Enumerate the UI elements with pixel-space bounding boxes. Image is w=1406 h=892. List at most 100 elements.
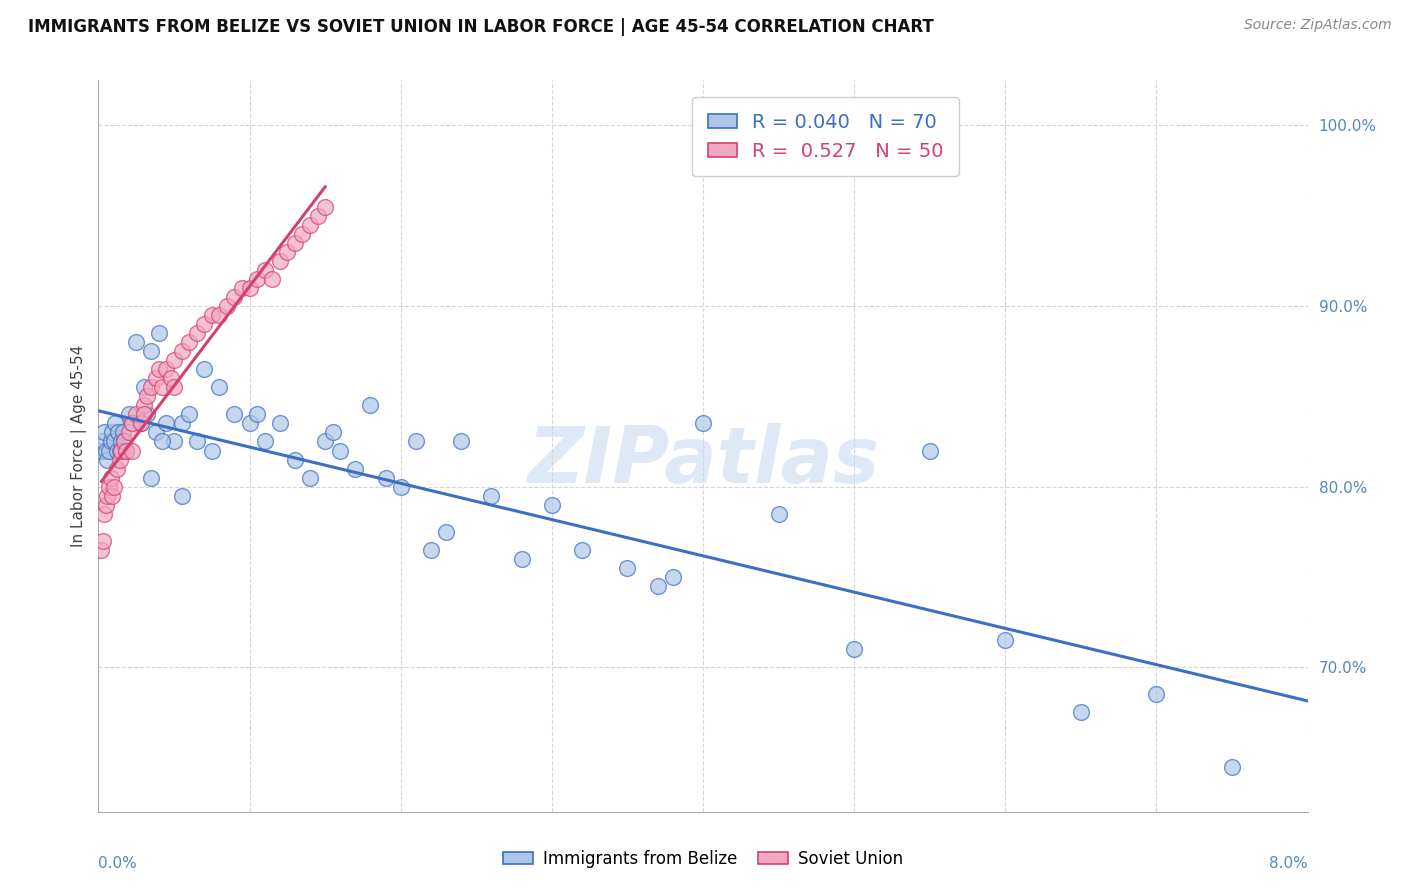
Point	[253, 263, 276, 277]
Point	[540, 498, 562, 512]
Point	[148, 326, 170, 340]
Point	[291, 227, 314, 241]
Point	[253, 434, 276, 449]
Point	[360, 398, 382, 412]
Point	[98, 443, 121, 458]
Point	[100, 470, 122, 484]
Point	[101, 425, 124, 440]
Point	[314, 200, 336, 214]
Point	[284, 235, 307, 250]
Point	[94, 443, 117, 458]
Point	[299, 218, 322, 232]
Point	[1070, 706, 1092, 720]
Point	[141, 344, 163, 359]
Point	[103, 434, 125, 449]
Point	[93, 507, 115, 521]
Point	[135, 408, 157, 422]
Point	[118, 425, 141, 440]
Point	[111, 425, 134, 440]
Point	[141, 470, 163, 484]
Point	[179, 408, 201, 422]
Point	[150, 434, 173, 449]
Point	[163, 434, 186, 449]
Point	[129, 417, 152, 431]
Legend: R = 0.040   N = 70, R =  0.527   N = 50: R = 0.040 N = 70, R = 0.527 N = 50	[692, 97, 959, 176]
Point	[170, 417, 193, 431]
Point	[101, 489, 124, 503]
Point	[201, 308, 224, 322]
Point	[121, 443, 143, 458]
Point	[141, 380, 163, 394]
Point	[155, 417, 177, 431]
Point	[193, 317, 215, 331]
Point	[571, 542, 593, 557]
Point	[121, 417, 143, 431]
Y-axis label: In Labor Force | Age 45-54: In Labor Force | Age 45-54	[72, 345, 87, 547]
Point	[239, 281, 262, 295]
Legend: Immigrants from Belize, Soviet Union: Immigrants from Belize, Soviet Union	[496, 844, 910, 875]
Point	[170, 344, 193, 359]
Point	[155, 362, 177, 376]
Point	[186, 434, 208, 449]
Point	[420, 542, 443, 557]
Point	[135, 389, 157, 403]
Point	[132, 398, 155, 412]
Point	[224, 290, 246, 304]
Point	[647, 579, 669, 593]
Point	[104, 417, 127, 431]
Point	[299, 470, 322, 484]
Point	[110, 434, 132, 449]
Point	[329, 443, 352, 458]
Text: IMMIGRANTS FROM BELIZE VS SOVIET UNION IN LABOR FORCE | AGE 45-54 CORRELATION CH: IMMIGRANTS FROM BELIZE VS SOVIET UNION I…	[28, 18, 934, 36]
Point	[103, 480, 125, 494]
Point	[246, 272, 269, 286]
Point	[510, 552, 533, 566]
Point	[108, 452, 131, 467]
Point	[145, 425, 167, 440]
Point	[246, 408, 269, 422]
Point	[405, 434, 427, 449]
Point	[239, 417, 262, 431]
Point	[450, 434, 472, 449]
Point	[322, 425, 344, 440]
Point	[114, 443, 136, 458]
Point	[269, 417, 291, 431]
Point	[481, 489, 503, 503]
Point	[186, 326, 208, 340]
Point	[284, 452, 307, 467]
Point	[90, 443, 112, 458]
Point	[661, 570, 683, 584]
Text: 8.0%: 8.0%	[1268, 855, 1308, 871]
Point	[179, 335, 201, 350]
Point	[132, 380, 155, 394]
Point	[374, 470, 396, 484]
Point	[112, 434, 135, 449]
Point	[1220, 759, 1243, 773]
Point	[844, 642, 866, 657]
Point	[91, 533, 114, 548]
Point	[107, 425, 129, 440]
Point	[121, 417, 143, 431]
Point	[1146, 687, 1168, 701]
Point	[96, 489, 118, 503]
Point	[90, 542, 112, 557]
Point	[94, 498, 117, 512]
Point	[314, 434, 336, 449]
Point	[231, 281, 253, 295]
Point	[170, 489, 193, 503]
Point	[145, 371, 167, 385]
Point	[201, 443, 224, 458]
Point	[276, 244, 298, 259]
Point	[148, 362, 170, 376]
Point	[994, 633, 1017, 648]
Point	[98, 480, 121, 494]
Point	[105, 461, 128, 475]
Point	[768, 507, 790, 521]
Point	[434, 524, 457, 539]
Point	[118, 408, 141, 422]
Point	[389, 480, 412, 494]
Text: ZIPatlas: ZIPatlas	[527, 423, 879, 499]
Text: 0.0%: 0.0%	[98, 855, 138, 871]
Point	[150, 380, 173, 394]
Point	[160, 371, 183, 385]
